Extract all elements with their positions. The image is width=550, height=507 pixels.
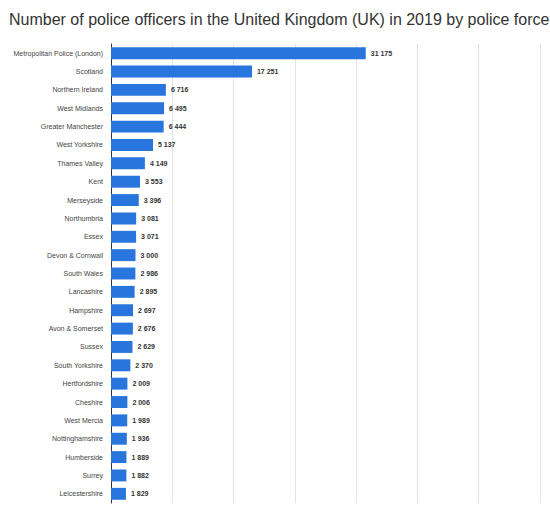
svg-text:Cheshire: Cheshire [75,399,103,406]
svg-text:Sussex: Sussex [80,343,103,350]
svg-text:Devon & Cornwall: Devon & Cornwall [47,252,103,259]
svg-text:2 676: 2 676 [138,325,156,332]
svg-text:Northern Ireland: Northern Ireland [52,86,103,93]
svg-text:2 006: 2 006 [132,399,150,406]
svg-text:Lancashire: Lancashire [69,288,103,295]
svg-text:2 009: 2 009 [132,380,150,387]
svg-text:2 895: 2 895 [140,288,158,295]
svg-text:1 936: 1 936 [132,435,150,442]
svg-text:South Yorkshire: South Yorkshire [54,362,103,369]
svg-text:3 081: 3 081 [141,215,159,222]
svg-text:Scotland: Scotland [76,68,103,75]
svg-text:2 697: 2 697 [138,307,156,314]
svg-text:31 175: 31 175 [371,50,393,57]
svg-text:Hertfordshire: Hertfordshire [63,380,104,387]
svg-text:5 137: 5 137 [158,141,176,148]
svg-text:2 629: 2 629 [137,343,155,350]
svg-text:1 829: 1 829 [131,490,149,497]
svg-text:1 889: 1 889 [131,454,149,461]
svg-text:6 444: 6 444 [169,123,187,130]
svg-text:Thames Valley: Thames Valley [57,160,103,168]
svg-text:6 495: 6 495 [169,105,187,112]
svg-text:3 000: 3 000 [141,252,159,259]
svg-text:Nottinghamshire: Nottinghamshire [52,435,103,443]
svg-text:17 251: 17 251 [257,68,279,75]
svg-text:3 396: 3 396 [144,197,162,204]
svg-text:Essex: Essex [84,233,104,240]
svg-text:Surrey: Surrey [82,472,103,480]
svg-text:Hampshire: Hampshire [69,307,103,315]
svg-text:Avon & Somerset: Avon & Somerset [49,325,103,332]
svg-text:West Mercia: West Mercia [64,417,103,424]
svg-text:West Midlands: West Midlands [57,105,103,112]
svg-text:2 986: 2 986 [140,270,158,277]
svg-text:South Wales: South Wales [64,270,104,277]
svg-text:1 882: 1 882 [131,472,149,479]
svg-text:3 071: 3 071 [141,233,159,240]
svg-text:Number of police officers in t: Number of police officers in the United … [9,11,550,28]
svg-text:3 553: 3 553 [145,178,163,185]
svg-text:West Yorkshire: West Yorkshire [56,141,103,148]
svg-text:Northumbria: Northumbria [64,215,103,222]
svg-text:Kent: Kent [89,178,103,185]
svg-text:2 370: 2 370 [135,362,153,369]
svg-text:Greater Manchester: Greater Manchester [41,123,104,130]
svg-text:Merseyside: Merseyside [67,197,103,205]
svg-text:6 716: 6 716 [171,86,189,93]
svg-text:4 149: 4 149 [150,160,168,167]
svg-text:Metropolitan Police (London): Metropolitan Police (London) [14,50,104,58]
svg-text:Humberside: Humberside [65,454,103,461]
svg-text:1 989: 1 989 [132,417,150,424]
svg-text:Leicestershire: Leicestershire [59,490,103,497]
